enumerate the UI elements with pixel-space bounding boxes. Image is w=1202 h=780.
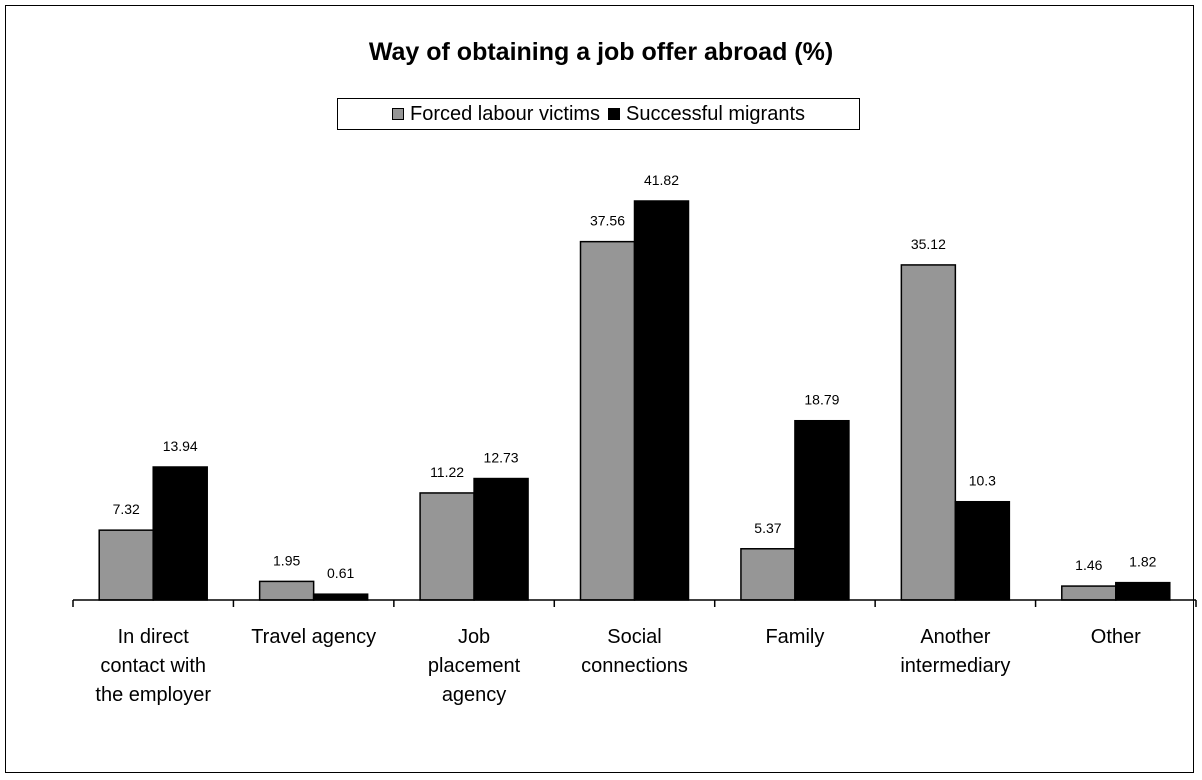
data-label-successful-migrants-travel-agency: 0.61 [327,565,354,581]
legend-label-forced-labour-victims: Forced labour victims [409,102,601,125]
bar-forced-labour-victims-family [740,548,796,601]
category-label-line: In direct [118,626,190,648]
legend: Forced labour victims Successful migrant… [337,98,860,130]
category-label-job-placement-agency: Job placement agency [428,626,521,706]
data-label-successful-migrants-another-intermediary: 10.3 [969,473,996,489]
chart-title: Way of obtaining a job offer abroad (%) [368,38,834,66]
bar-successful-migrants-family [794,419,850,601]
legend-item-successful-migrants: Successful migrants [608,103,805,126]
bar-forced-labour-victims-other [1061,585,1117,601]
category-label-line: Another [920,626,990,648]
category-label-line: Family [765,626,824,648]
bar-successful-migrants-another-intermediary [954,500,1011,601]
legend-swatch-successful-migrants [608,108,621,120]
bar-successful-migrants-other [1115,581,1171,601]
bar-forced-labour-victims-social-connections [579,240,636,601]
legend-swatch-forced-labour-victims [391,108,404,120]
bar-forced-labour-victims-job-placement-agency [419,492,475,601]
bar-forced-labour-victims-in-direct-contact-with-the-employer [98,529,154,601]
data-label-forced-labour-victims-in-direct-contact-with-the-employer: 7.32 [113,501,140,517]
legend-item-forced-labour-victims: Forced labour victims [391,102,601,126]
bar-successful-migrants-job-placement-agency [473,477,529,601]
category-label-another-intermediary: Another intermediary [900,626,1010,677]
category-label-line: connections [581,655,688,677]
data-label-forced-labour-victims-social-connections: 37.56 [590,213,625,229]
category-label-in-direct-contact-with-the-employer: In direct contact with the employer [95,626,211,706]
data-label-forced-labour-victims-travel-agency: 1.95 [273,552,300,568]
data-label-successful-migrants-family: 18.79 [804,392,839,408]
data-label-successful-migrants-in-direct-contact-with-the-employer: 13.94 [163,438,198,454]
category-label-line: intermediary [900,655,1010,677]
category-label-line: Travel agency [251,626,376,648]
bar-successful-migrants-social-connections [633,200,690,601]
data-label-successful-migrants-social-connections: 41.82 [644,172,679,188]
bar-successful-migrants-travel-agency [312,593,369,601]
bar-forced-labour-victims-another-intermediary [900,264,957,601]
category-label-line: Other [1091,626,1141,648]
category-label-family: Family [765,626,824,648]
legend-label-successful-migrants: Successful migrants [626,102,806,125]
category-label-line: Job [458,626,490,648]
bar-forced-labour-victims-travel-agency [258,580,315,601]
category-label-line: Social [607,626,661,648]
data-label-successful-migrants-job-placement-agency: 12.73 [484,450,519,466]
data-label-successful-migrants-other: 1.82 [1129,554,1156,570]
category-label-line: contact with [100,655,206,677]
data-label-forced-labour-victims-another-intermediary: 35.12 [911,236,946,252]
category-label-travel-agency: Travel agency [251,626,376,648]
data-label-forced-labour-victims-other: 1.46 [1075,557,1102,573]
data-label-forced-labour-victims-family: 5.37 [754,520,781,536]
category-label-social-connections: Social connections [581,626,688,677]
category-label-line: the employer [95,684,211,706]
bar-successful-migrants-in-direct-contact-with-the-employer [152,466,208,601]
data-label-forced-labour-victims-job-placement-agency: 11.22 [430,464,464,480]
category-label-line: placement [428,655,521,677]
category-label-line: agency [442,684,507,706]
category-label-other: Other [1091,626,1141,648]
